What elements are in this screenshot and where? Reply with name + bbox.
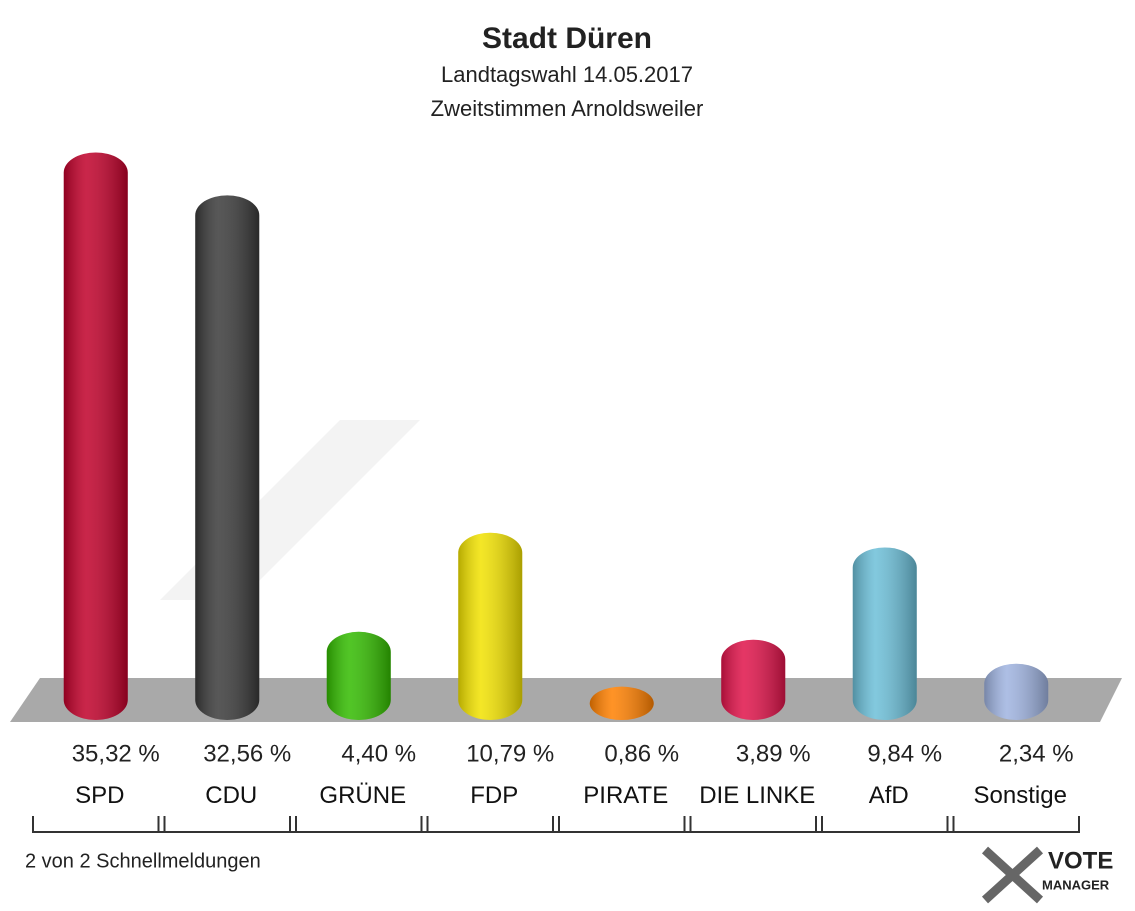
chart-title: Stadt Düren	[482, 22, 652, 55]
logo: MANAGER	[1042, 877, 1110, 892]
bar-shade	[326, 631, 391, 720]
value-label: 35,32 %	[72, 740, 160, 767]
value-label: 4,40 %	[341, 740, 416, 767]
value-label: 32,56 %	[203, 740, 291, 767]
bar-shade	[195, 195, 260, 720]
footnote: 2 von 2 Schnellmeldungen	[25, 850, 261, 872]
x-tick-label: FDP	[470, 782, 519, 809]
x-tick-label: DIE LINKE	[699, 782, 816, 809]
bar-shade	[984, 663, 1049, 720]
bar-shade	[63, 152, 128, 721]
x-tick-label: PIRATE	[583, 782, 669, 809]
bar-shade	[589, 686, 654, 720]
floor	[10, 678, 1122, 722]
value-label: 9,84 %	[867, 740, 942, 767]
value-label: 10,79 %	[466, 740, 554, 767]
x-tick-label: SPD	[75, 782, 125, 809]
chart-subtitle: Landtagswahl 14.05.2017	[441, 62, 693, 87]
logo-icon	[981, 846, 1044, 904]
logo: VOTE	[1048, 847, 1113, 874]
bar-shade	[458, 532, 523, 720]
x-tick-label: Sonstige	[973, 782, 1067, 809]
x-tick-label: CDU	[205, 782, 258, 809]
value-label: 3,89 %	[736, 740, 811, 767]
x-tick-label: AfD	[868, 782, 909, 809]
bar-shade	[721, 639, 786, 720]
chart-subtitle: Zweitstimmen Arnoldsweiler	[431, 96, 704, 121]
bar-shade	[852, 547, 917, 720]
value-label: 2,34 %	[999, 740, 1074, 767]
value-label: 0,86 %	[604, 740, 679, 767]
x-tick-label: GRÜNE	[319, 782, 407, 809]
